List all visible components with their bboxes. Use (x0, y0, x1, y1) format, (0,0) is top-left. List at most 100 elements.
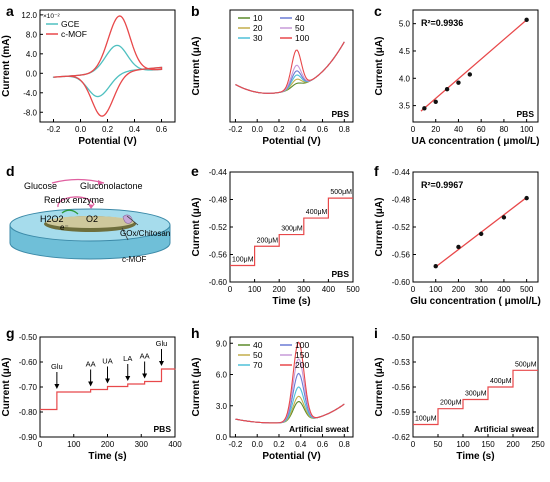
y-axis-label: Current (μA) (1, 358, 12, 417)
injection-arrowhead (54, 384, 60, 389)
medium-annotation: PBS (332, 269, 350, 279)
concentration-label: 200μM (440, 400, 462, 407)
legend-label: c-MOF (61, 29, 87, 39)
chart-b: -0.2 0.0 0.2 0.4 0.6 0.8 Potential (V) Current … (191, 9, 354, 147)
x-tick-label: -0.2 (229, 125, 243, 134)
x-tick-label: 0 (38, 440, 43, 449)
legend-label: 150 (295, 350, 309, 360)
injection-arrowhead (159, 361, 164, 366)
data-point (478, 231, 484, 237)
x-tick-label: 300 (297, 285, 311, 294)
y-axis-label: Current (μA) (191, 198, 202, 257)
x-tick-label: 60 (477, 125, 486, 134)
y-tick-label: -0.60 (209, 278, 228, 287)
analyte-label: UA (102, 357, 112, 366)
y-tick-label: -0.52 (209, 223, 228, 232)
concentration-label: 100μM (232, 257, 254, 264)
x-axis-label: Glu concentration ( μmol/L) (410, 296, 541, 307)
concentration-label: 200μM (257, 237, 279, 244)
dpv-curve (235, 41, 345, 94)
h2o2-label: H2O2 (40, 214, 64, 224)
redox-enzyme-label: Redox enzyme (44, 195, 104, 205)
amperometric-trace (413, 369, 538, 426)
concentration-label: 100μM (415, 416, 437, 423)
x-tick-label: 200 (506, 440, 520, 449)
x-tick-label: 0 (411, 285, 416, 294)
x-tick-label: 200 (273, 285, 287, 294)
x-tick-label: 0.4 (295, 440, 307, 449)
data-point (422, 106, 427, 111)
gluconolactone-label: Gluconolactone (80, 181, 143, 191)
legend-label: 50 (253, 350, 263, 360)
gox-pointer (126, 215, 139, 226)
legend-label: GCE (61, 19, 80, 29)
x-axis-label: UA concentration ( μmol/L) (412, 136, 540, 147)
x-tick-label: 500 (346, 285, 360, 294)
chart-c: 0 20 40 60 80 100 3.5 4.0 4.5 5.0 UA concentration… (374, 9, 540, 147)
y-tick-label: -0.52 (392, 223, 411, 232)
legend-label: 100 (295, 33, 309, 43)
y-tick-label: -0.44 (209, 168, 228, 177)
y-tick-label: 9.0 (216, 339, 228, 348)
amperometric-trace (40, 368, 176, 411)
panel-label-g: g (6, 325, 15, 341)
y-tick-label: 8.0 (26, 30, 38, 39)
cv-curve (53, 15, 163, 117)
electron-label: e⁻ (60, 223, 69, 232)
y-tick-label: 0.0 (26, 69, 38, 78)
cv-curve (52, 44, 163, 98)
x-tick-label: 0.2 (273, 125, 285, 134)
x-tick-label: 200 (452, 285, 466, 294)
x-tick-label: 0.0 (252, 125, 264, 134)
y-tick-label: -0.53 (392, 358, 411, 367)
analyte-label: LA (123, 354, 132, 363)
cmof-label: c-MOF (122, 255, 147, 264)
legend-label: 30 (253, 33, 263, 43)
x-tick-label: 80 (499, 125, 508, 134)
y-tick-label: 5.0 (399, 20, 411, 29)
panel-label-f: f (374, 163, 379, 179)
analyte-label: Glu (51, 362, 63, 371)
chart-f: 0 100 200 300 400 500 -0.60 -0.56 -0.52 -0.48 -0.4… (374, 168, 541, 307)
x-tick-label: 400 (322, 285, 336, 294)
y-tick-label: 12.0 (21, 11, 37, 20)
y-tick-label: 6.0 (216, 371, 228, 380)
x-axis-label: Potential (V) (262, 451, 320, 462)
y-tick-label: -0.62 (392, 433, 411, 442)
y-tick-label: 4.0 (26, 50, 38, 59)
x-tick-label: 0.2 (102, 125, 114, 134)
data-point (456, 244, 461, 250)
y-tick-label: 4.0 (399, 74, 411, 83)
panel-label-e: e (191, 163, 199, 179)
y-axis-label: Current (μA) (191, 358, 202, 417)
medium-annotation: PBS (517, 109, 535, 119)
legend-label: 40 (253, 340, 263, 350)
y-tick-label: 3.0 (216, 402, 228, 411)
y-axis-label: Current (μA) (191, 37, 202, 96)
concentration-label: 300μM (281, 226, 303, 233)
x-axis-label: Time (s) (272, 296, 310, 307)
panel-label-d: d (6, 163, 15, 179)
y-tick-label: -0.80 (19, 408, 38, 417)
data-point (433, 263, 438, 269)
amperometric-trace (230, 197, 353, 267)
gox-chitosan-label: GOx/Chitosan (120, 229, 170, 238)
x-tick-label: -0.2 (47, 125, 61, 134)
y-tick-label: -0.48 (392, 196, 411, 205)
data-point (501, 215, 507, 220)
medium-annotation: Artificial sweat (474, 424, 534, 434)
r-squared: R²=0.9936 (421, 18, 463, 28)
panel-label-i: i (374, 325, 378, 341)
x-tick-label: 0.8 (339, 440, 351, 449)
y-tick-label: -0.59 (392, 408, 411, 417)
injection-arrowhead (88, 381, 94, 387)
x-tick-label: 0.6 (317, 125, 329, 134)
y-tick-label: -0.70 (19, 383, 38, 392)
y-axis-label: Current (μA) (374, 198, 385, 257)
concentration-label: 500μM (515, 361, 537, 368)
cmof-pointer (121, 227, 129, 241)
injection-arrowhead (125, 376, 131, 381)
panel-label-b: b (191, 3, 200, 19)
analyte-label: AA (140, 352, 150, 361)
